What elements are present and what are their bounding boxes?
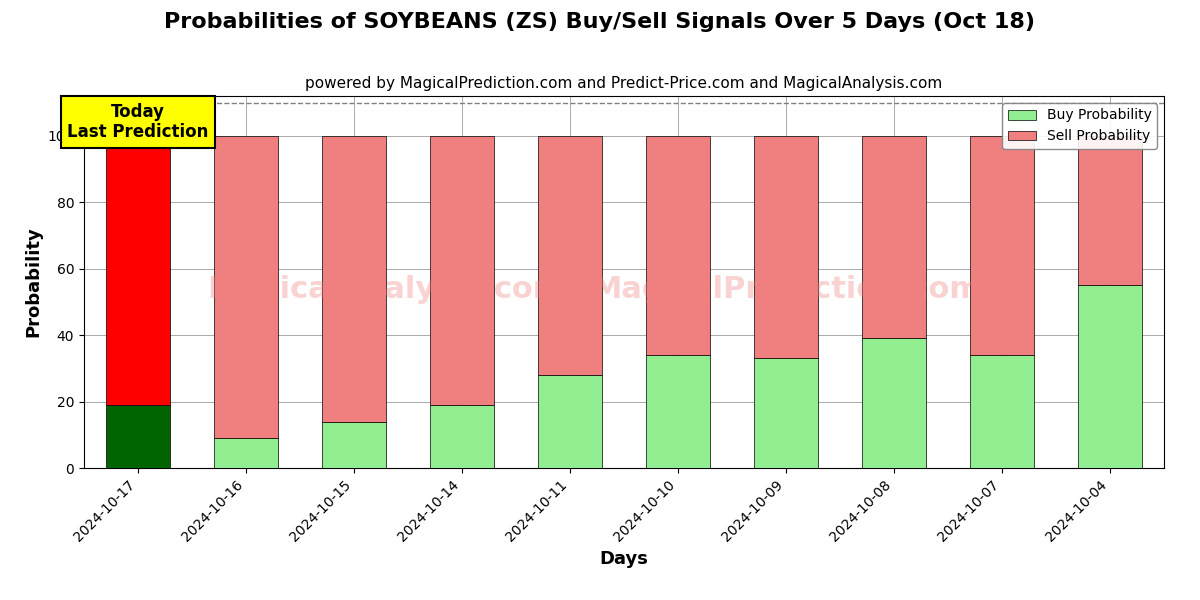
Bar <box>754 136 818 358</box>
Bar <box>970 355 1034 468</box>
Bar <box>214 438 278 468</box>
Bar <box>106 136 170 405</box>
Bar <box>646 355 710 468</box>
Bar <box>862 136 926 338</box>
Bar <box>430 136 494 405</box>
X-axis label: Days: Days <box>600 550 648 568</box>
Bar <box>538 136 602 375</box>
Bar <box>214 136 278 438</box>
Bar <box>1078 286 1142 468</box>
Text: Probabilities of SOYBEANS (ZS) Buy/Sell Signals Over 5 Days (Oct 18): Probabilities of SOYBEANS (ZS) Buy/Sell … <box>164 12 1036 32</box>
Bar <box>1078 136 1142 286</box>
Bar <box>322 136 386 421</box>
Bar <box>754 358 818 468</box>
Bar <box>538 375 602 468</box>
Bar <box>970 136 1034 355</box>
Text: MagicalPrediction.com: MagicalPrediction.com <box>590 275 982 304</box>
Text: MagicalAnalysis.com: MagicalAnalysis.com <box>208 275 565 304</box>
Title: powered by MagicalPrediction.com and Predict-Price.com and MagicalAnalysis.com: powered by MagicalPrediction.com and Pre… <box>305 76 943 91</box>
Bar <box>862 338 926 468</box>
Legend: Buy Probability, Sell Probability: Buy Probability, Sell Probability <box>1002 103 1157 149</box>
Bar <box>430 405 494 468</box>
Y-axis label: Probability: Probability <box>24 227 42 337</box>
Bar <box>106 405 170 468</box>
Bar <box>322 421 386 468</box>
Bar <box>646 136 710 355</box>
Text: Today
Last Prediction: Today Last Prediction <box>67 103 209 142</box>
